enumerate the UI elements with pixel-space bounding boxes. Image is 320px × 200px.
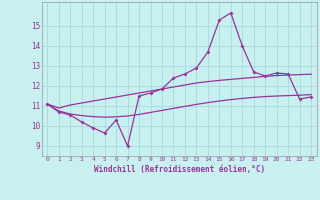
X-axis label: Windchill (Refroidissement éolien,°C): Windchill (Refroidissement éolien,°C) [94,165,265,174]
